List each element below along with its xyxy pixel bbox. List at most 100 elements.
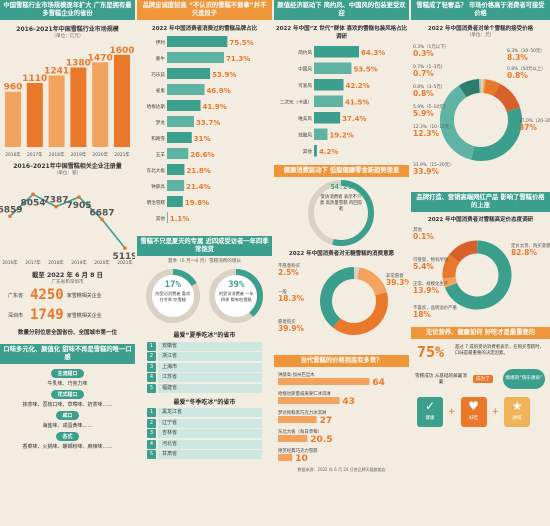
taste-value: 75%: [417, 343, 445, 361]
sz-suffix: 家雪糕相关企业: [66, 312, 102, 319]
column-price: 雪糕成了轻奢品？ 市场价格高于消费者可接受价格 2022 年中国消费者对单个雪糕…: [411, 0, 550, 526]
accept-slice: [493, 83, 520, 113]
package-cat: 可爱风: [298, 82, 312, 89]
flavor-text: 牛乳味、巧克力味: [47, 381, 88, 387]
flavor-item: 主流甜口 牛乳味、巧克力味: [6, 369, 129, 387]
health-donut-ring: [308, 180, 374, 246]
summer-province-rank: 4: [147, 373, 156, 382]
sugarfree-title: 2022 年中国消费者对无糖雪糕的消费意愿: [288, 251, 395, 257]
attitude-slice: [444, 240, 512, 310]
brand-bar: [167, 132, 192, 143]
brand-value: 41.9%: [203, 103, 227, 111]
taste-banner: 无论营养、健康如何 好吃才是最重要的: [411, 327, 550, 339]
accept-slice: [458, 79, 481, 98]
package-cat: 简约风: [298, 49, 312, 56]
flavor-tag: 各式: [56, 432, 79, 441]
health-donut: 受访消费者 表示不介意 高热量雪糕 的回答者 54.2%: [274, 177, 409, 249]
flavor-tag: 花式甜口: [51, 390, 84, 399]
accept-cat: 0.8%（50元以上）: [507, 65, 546, 72]
market-bar-label: 1241: [44, 66, 69, 76]
winter-province-rank: 3: [147, 429, 156, 438]
taste-panel: 75% 超过 7 成的受访消费者表示，在购买雪糕时，口味是最重要的决定因素。 雪…: [411, 339, 550, 435]
brand-bar: [167, 148, 189, 159]
accept-slice: [471, 107, 522, 161]
price-bar: [278, 435, 308, 442]
brand-cat: 和路雪: [151, 135, 165, 142]
price-value: 20.5: [310, 435, 332, 445]
register-point: [100, 217, 104, 222]
brand-value: 71.3%: [226, 55, 250, 63]
flavor-banner: 口味多元化、颜值化 甜味不再是雪糕的唯一口感: [0, 344, 135, 364]
winter-province-name: 甘肃省: [158, 450, 262, 459]
winter-donut-text: 的受访消费者 喜欢在冬季 吃雪糕: [155, 291, 191, 302]
register-chart-title: 2016–2021年中国雪糕相关企业注册量: [13, 163, 122, 170]
summer-province: 3 上海市: [147, 362, 262, 372]
summer-province-name: 上海市: [158, 362, 262, 372]
brand-value: 33.7%: [196, 119, 220, 127]
allyear-donut-text: 的受访消费者 一年四季 都有吃雪糕: [218, 291, 254, 302]
price-note: 数据来源：2022 年 6 月 24 日各品牌天猫旗舰店: [297, 467, 386, 472]
health-donut-value: 54.2%: [330, 183, 352, 191]
brand-bar: [167, 196, 183, 207]
winter-province-rank: 5: [147, 450, 156, 459]
winter-province: 2 辽宁省: [147, 418, 262, 428]
flavor-tag: 咸口: [56, 411, 79, 420]
accept-cat: 0.7%（1–3元）: [413, 64, 445, 70]
health-icon: ✓ 健康: [417, 397, 443, 427]
register-point-label: 7905: [66, 201, 91, 211]
attitude-value: 82.8%: [511, 248, 538, 257]
taste-arrow: 成为了: [473, 375, 493, 383]
sugarfree-cat: 不愿意购买: [278, 262, 301, 269]
attitude-cat: 不喜欢，品牌溢价严重: [413, 304, 458, 311]
sugarfree-cat: 一般: [278, 288, 287, 295]
summer-province: 1 安徽省: [147, 341, 262, 351]
package-bar: [314, 95, 344, 107]
winter-title: 最爱“冬季吃冰”的省市: [173, 398, 236, 406]
brand-value: 53.9%: [212, 71, 236, 79]
brand-value: 75.5%: [229, 39, 253, 47]
brand-value: 46.9%: [207, 87, 231, 95]
asof-title: 截至 2022 年 6 月 8 日: [32, 272, 103, 279]
looks-icon-label: 颜值: [512, 416, 522, 421]
price-value: 64: [372, 378, 385, 388]
price-bar: [278, 454, 293, 461]
plus-icon: +: [448, 407, 456, 417]
attitude-value: 0.1%: [413, 232, 434, 241]
price-value: 10: [295, 454, 308, 464]
attitude-cat: 定价太贵，购买意愿减弱: [511, 242, 550, 249]
sz-label: 深圳市: [8, 312, 24, 319]
winter-province: 5 甘肃省: [147, 450, 262, 459]
brand-marketing-banner: 品牌打造、营销高端网红产品 影响了雪糕价格的上涨: [411, 192, 550, 212]
brand-cat: 梦龙: [156, 119, 166, 126]
sz-row: 深圳市 1749 家雪糕相关企业: [0, 305, 135, 325]
attitude-value: 13.9%: [413, 286, 440, 295]
brand-value: 21.4%: [186, 183, 210, 191]
price-cat: 德芙经典巧克力雪糕: [278, 447, 318, 454]
accept-slice: [440, 85, 475, 160]
brand-cat: 钟薛高: [151, 183, 165, 190]
brand-bar: [167, 68, 211, 79]
looks-icon: ★ 颜值: [504, 397, 531, 427]
winter-list: 1 黑龙江省 2 辽宁省 3 吉林省 4 河北省 5 甘肃省: [137, 406, 272, 461]
flavor-text: 抹茶味、荔枝口味、草莓味、奶茶味……: [22, 402, 113, 408]
brand-cat: 蒙牛: [156, 55, 166, 62]
taste-formula: 雪糕成功 从基础的解暑消暑: [415, 374, 467, 385]
market-banner: 中国雪糕行业市场规模逐年扩大 广东是拥有最多雪糕企业的省份: [0, 0, 135, 20]
market-bar-label: 1600: [109, 46, 134, 56]
summer-province-name: 福建省: [158, 383, 262, 393]
register-point: [31, 192, 35, 197]
market-bar-label: 1380: [66, 58, 91, 68]
accept-slice: [483, 79, 501, 97]
accept-cat: 5.9%（5–10元）: [413, 104, 448, 110]
summer-list: 1 安徽省 2 浙江省 3 上海市 4 江苏省 5 福建省: [137, 339, 272, 394]
register-x-tick: 2018年: [48, 259, 64, 266]
accept-cat: 12.3%（10–15元）: [413, 124, 454, 130]
winter-province: 1 黑龙江省: [147, 408, 262, 417]
price-banner: 当代雪糕的价格到底有多贵？: [274, 355, 409, 367]
sugarfree-cat: 非常愿意: [386, 272, 404, 279]
package-bar: [314, 46, 360, 58]
package-value: 19.2%: [329, 132, 353, 140]
winter-province-name: 黑龙江省: [158, 408, 262, 417]
winter-donut-value: 17%: [164, 280, 181, 290]
